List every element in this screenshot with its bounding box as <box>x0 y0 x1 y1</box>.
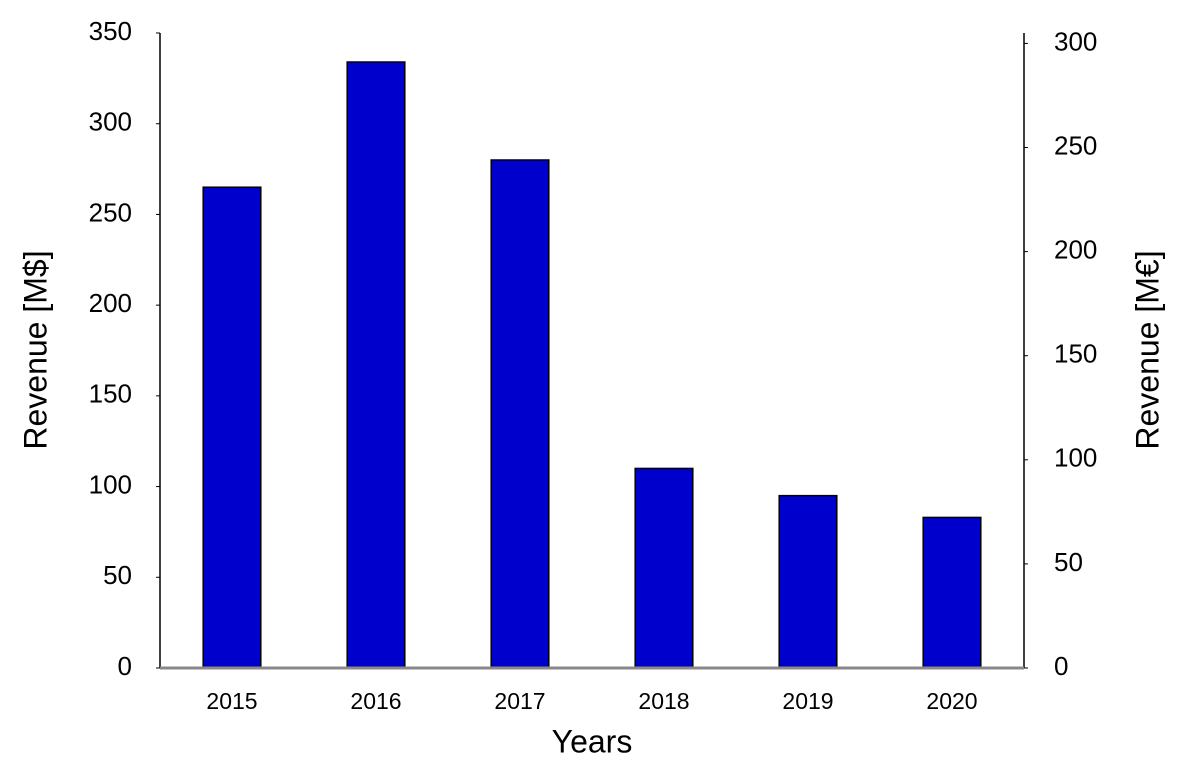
y-tick-label: 100 <box>89 469 132 499</box>
y-tick-label: 250 <box>89 197 132 227</box>
bar <box>202 186 262 669</box>
bar <box>922 516 982 669</box>
bar <box>490 159 550 669</box>
y2-tick-label: 100 <box>1054 443 1097 473</box>
bar <box>346 61 406 669</box>
y2-tick-label: 200 <box>1054 234 1097 264</box>
x-tick-label: 2018 <box>638 688 689 714</box>
y-axis-title: Revenue [M$] <box>17 250 53 449</box>
y2-tick-label: 250 <box>1054 130 1097 160</box>
x-tick-label: 2016 <box>350 688 401 714</box>
y2-tick-label: 50 <box>1054 547 1083 577</box>
x-tick-label: 2017 <box>494 688 545 714</box>
bar <box>778 494 838 669</box>
x-tick-label: 2019 <box>782 688 833 714</box>
x-tick-label: 2015 <box>206 688 257 714</box>
y-tick-label: 300 <box>89 107 132 137</box>
y-tick-label: 50 <box>103 560 132 590</box>
x-tick-label: 2020 <box>926 688 977 714</box>
y-tick-label: 0 <box>118 651 132 681</box>
y2-axis-title: Revenue [M€] <box>1129 250 1165 449</box>
bar <box>634 467 694 669</box>
y2-tick-label: 300 <box>1054 26 1097 56</box>
y2-tick-label: 150 <box>1054 339 1097 369</box>
x-axis-title: Years <box>552 723 633 759</box>
y2-tick-label: 0 <box>1054 651 1068 681</box>
y-tick-label: 150 <box>89 379 132 409</box>
y-tick-label: 350 <box>89 16 132 46</box>
y-tick-label: 200 <box>89 288 132 318</box>
